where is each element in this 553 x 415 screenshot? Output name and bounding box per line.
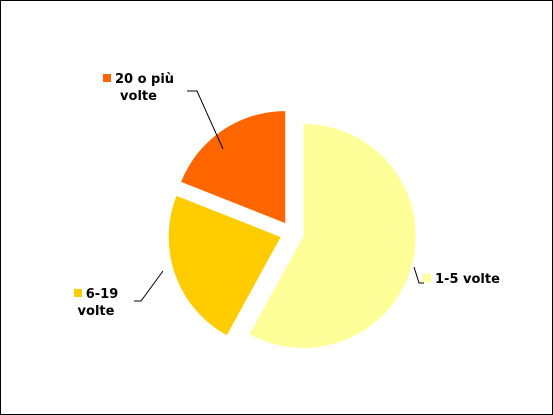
leader-lines — [134, 90, 424, 302]
label-marker — [102, 74, 111, 82]
leader-line — [134, 270, 164, 302]
data-label: 1-5 volte — [423, 271, 533, 288]
label-text: 1-5 volte — [435, 272, 500, 287]
pie-slice — [168, 195, 281, 336]
pie-slice — [181, 111, 286, 224]
data-label: 20 o più volte — [91, 71, 186, 105]
label-marker — [73, 289, 82, 297]
leader-line — [187, 90, 224, 150]
pie-slice — [249, 123, 416, 348]
leader-line — [413, 266, 424, 284]
label-text: 6-19 volte — [77, 287, 119, 319]
label-marker — [423, 274, 431, 282]
data-label: 6-19 volte — [56, 286, 136, 320]
label-text: 20 o più volte — [114, 72, 175, 104]
